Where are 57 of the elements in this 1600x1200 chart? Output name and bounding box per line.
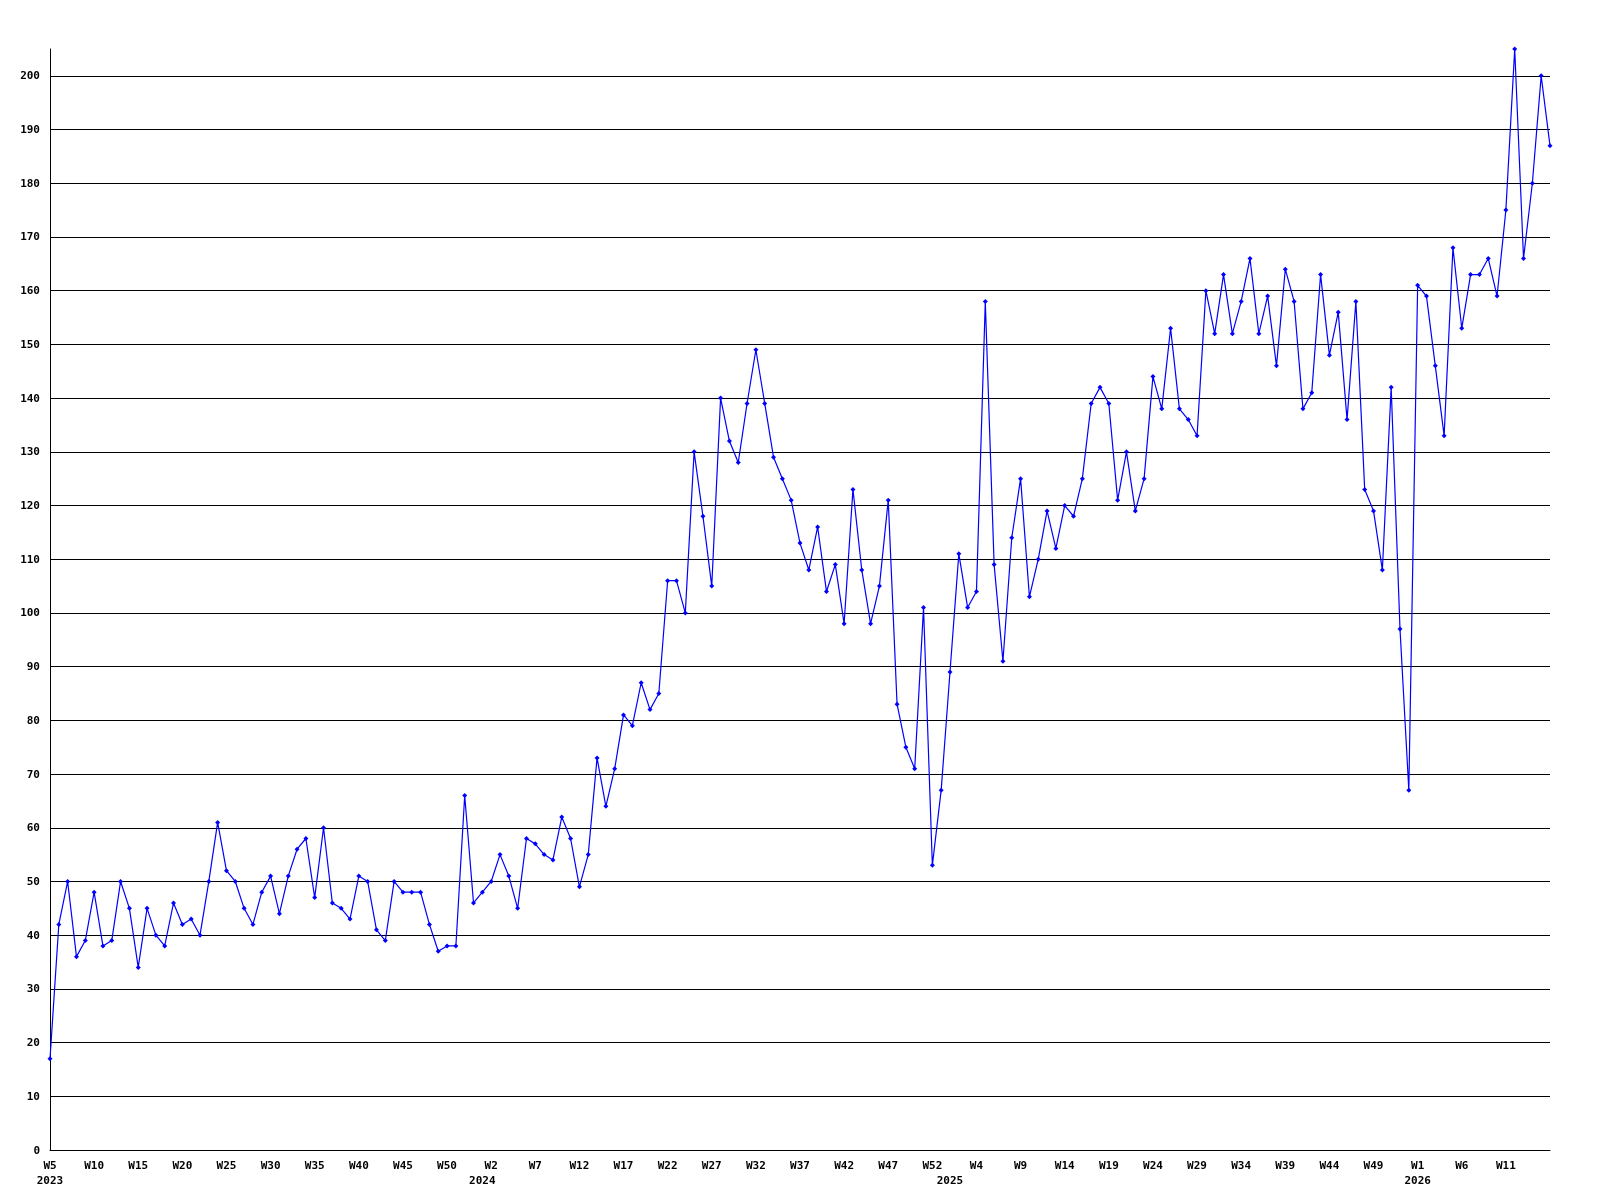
x-tick-label: W9 <box>1013 1159 1028 1172</box>
x-tick-label: W11 <box>1495 1159 1517 1172</box>
y-tick-label: 70 <box>26 767 40 781</box>
x-tick-label: W44 <box>1319 1159 1340 1172</box>
y-tick-label: 170 <box>20 230 40 244</box>
y-tick-label: 60 <box>26 821 40 835</box>
x-tick-label: W35 <box>304 1159 325 1172</box>
x-tick-label: W20 <box>172 1159 193 1172</box>
x-tick-label: W25 <box>216 1159 237 1172</box>
x-tick-label: W10 <box>84 1159 105 1172</box>
y-tick-label: 160 <box>20 284 40 298</box>
y-tick-label: 30 <box>26 982 40 996</box>
y-tick-label: 40 <box>26 928 40 942</box>
x-tick-label: W22 <box>657 1159 678 1172</box>
x-tick-label: W7 <box>528 1159 542 1172</box>
x-tick-label: W2 <box>484 1159 498 1172</box>
x-tick-label: W4 <box>969 1159 984 1172</box>
x-tick-label: W14 <box>1054 1159 1076 1172</box>
x-tick-label: W50 <box>437 1159 457 1172</box>
y-tick-label: 180 <box>20 176 40 190</box>
y-tick-label: 130 <box>20 445 40 459</box>
y-tick-label: 100 <box>20 606 40 620</box>
x-tick-label: W19 <box>1098 1159 1119 1172</box>
y-tick-label: 190 <box>20 123 40 137</box>
y-tick-label: 10 <box>26 1089 40 1103</box>
x-tick-label: W47 <box>878 1159 899 1172</box>
y-tick-label: 140 <box>20 391 40 405</box>
x-tick-label: W37 <box>790 1159 810 1172</box>
x-tick-label: W27 <box>701 1159 722 1172</box>
y-tick-label: 0 <box>33 1143 40 1157</box>
y-tick-label: 120 <box>20 499 40 513</box>
x-tick-label: W32 <box>745 1159 766 1172</box>
y-tick-label: 150 <box>20 337 40 351</box>
x-tick-label: W12 <box>569 1159 590 1172</box>
y-tick-label: 20 <box>26 1036 40 1050</box>
x-tick-label: 2024 <box>469 1174 496 1187</box>
y-tick-label: 50 <box>26 874 40 888</box>
x-tick-label: W5 2023 <box>36 1159 64 1187</box>
y-tick-label: 80 <box>26 713 40 727</box>
x-tick-label: W15 <box>128 1159 149 1172</box>
y-tick-label: 110 <box>20 552 40 566</box>
x-tick-label: W30 <box>260 1159 281 1172</box>
y-tick-label: 200 <box>20 69 40 83</box>
x-tick-label: W29 <box>1187 1159 1207 1172</box>
x-tick-label: W45 <box>393 1159 413 1172</box>
x-tick-label: W42 <box>834 1159 855 1172</box>
x-tick-label: W17 <box>613 1159 634 1172</box>
x-tick-label: W6 <box>1455 1159 1469 1172</box>
x-tick-label: W40 <box>348 1159 369 1172</box>
x-tick-label: 2025 <box>936 1174 964 1187</box>
x-tick-label: W39 <box>1275 1159 1296 1172</box>
x-tick-label: W49 <box>1363 1159 1384 1172</box>
x-tick-label: W1 2026 <box>1404 1159 1432 1187</box>
y-tick-label: 90 <box>26 660 40 674</box>
x-tick-label: W34 <box>1231 1159 1252 1172</box>
x-tick-label: W52 <box>922 1159 943 1172</box>
x-tick-label: W24 <box>1143 1159 1164 1172</box>
